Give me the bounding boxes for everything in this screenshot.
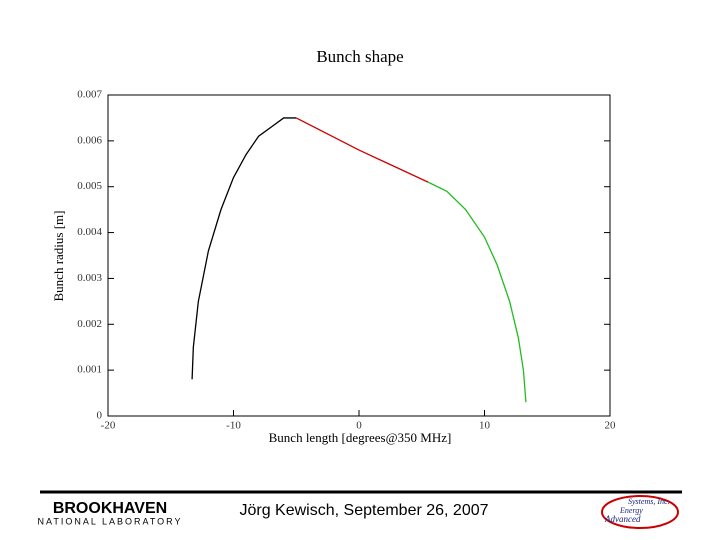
logo-left-subtitle: NATIONAL LABORATORY xyxy=(37,516,182,526)
y-tick-label: 0 xyxy=(97,410,103,422)
x-tick-label: 20 xyxy=(605,420,617,432)
y-tick-label: 0.003 xyxy=(77,272,102,284)
series-line xyxy=(191,117,297,380)
x-tick-label: 10 xyxy=(479,420,491,432)
series-line xyxy=(427,181,527,403)
x-tick-label: -10 xyxy=(226,420,241,432)
logo-left-title: BROOKHAVEN xyxy=(53,500,167,517)
x-tick-label: 0 xyxy=(356,420,362,432)
series-line xyxy=(295,117,429,183)
x-tick-label: -20 xyxy=(101,420,116,432)
y-axis-label: Bunch radius [m] xyxy=(51,211,66,302)
footer-text: Jörg Kewisch, September 26, 2007 xyxy=(239,502,488,519)
y-tick-label: 0.005 xyxy=(77,180,102,192)
x-axis-label: Bunch length [degrees@350 MHz] xyxy=(269,430,452,445)
chart-title: Bunch shape xyxy=(316,47,403,66)
y-tick-label: 0.001 xyxy=(77,364,102,376)
y-tick-label: 0.007 xyxy=(77,89,102,101)
y-tick-label: 0.004 xyxy=(77,226,102,238)
logo-right-word: Energy xyxy=(619,506,643,515)
y-tick-label: 0.006 xyxy=(77,134,102,146)
plot-frame xyxy=(107,94,611,417)
logo-right-word: Systems, Inc. xyxy=(628,497,670,506)
y-tick-label: 0.002 xyxy=(77,318,102,330)
logo-right-word: Advanced xyxy=(604,514,641,524)
logo-right-swoosh xyxy=(601,495,679,529)
